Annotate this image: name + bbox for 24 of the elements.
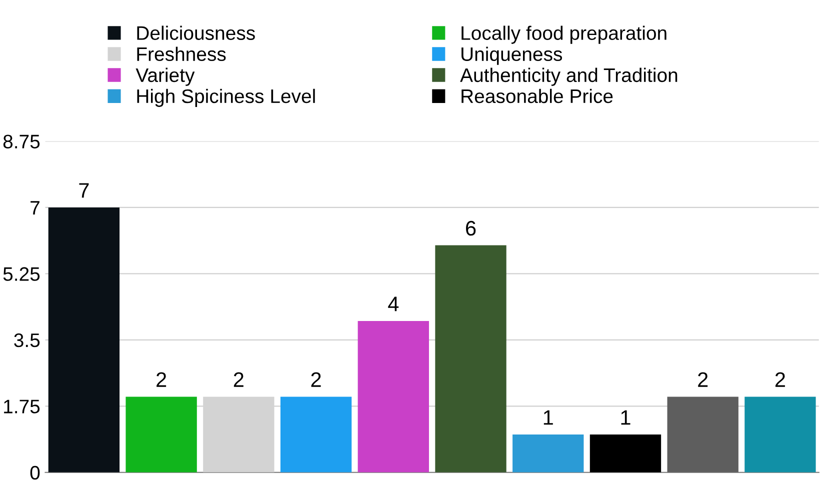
legend-label: High Spiciness Level bbox=[137, 88, 315, 107]
legend-label: Deliciousness bbox=[137, 26, 255, 40]
y-tick-label: 8.75 bbox=[3, 134, 40, 148]
data-label: 1 bbox=[544, 410, 553, 425]
data-label: 2 bbox=[775, 372, 785, 387]
legend-label: Reasonable Price bbox=[462, 88, 613, 104]
data-label: 7 bbox=[79, 183, 89, 198]
data-label: 2 bbox=[156, 372, 166, 387]
legend-label: Locally food preparation bbox=[462, 26, 666, 44]
y-tick-label: 5.25 bbox=[3, 267, 40, 281]
data-label: 2 bbox=[234, 372, 244, 387]
data-label: 4 bbox=[388, 296, 399, 312]
legend-label: Freshness bbox=[137, 46, 226, 62]
data-label: 2 bbox=[311, 372, 321, 387]
legend-label: Authenticity and Tradition bbox=[460, 68, 678, 86]
y-tick-label: 3.5 bbox=[14, 333, 40, 348]
y-tick-label: 0 bbox=[30, 466, 40, 480]
data-label: 6 bbox=[466, 220, 476, 236]
y-tick-label: 1.75 bbox=[4, 400, 40, 414]
legend-label: Uniqueness bbox=[462, 46, 562, 65]
data-label: 1 bbox=[621, 410, 630, 425]
data-label: 2 bbox=[698, 372, 708, 387]
legend-label: Variety bbox=[136, 68, 195, 86]
y-tick-label: 7 bbox=[30, 201, 40, 215]
